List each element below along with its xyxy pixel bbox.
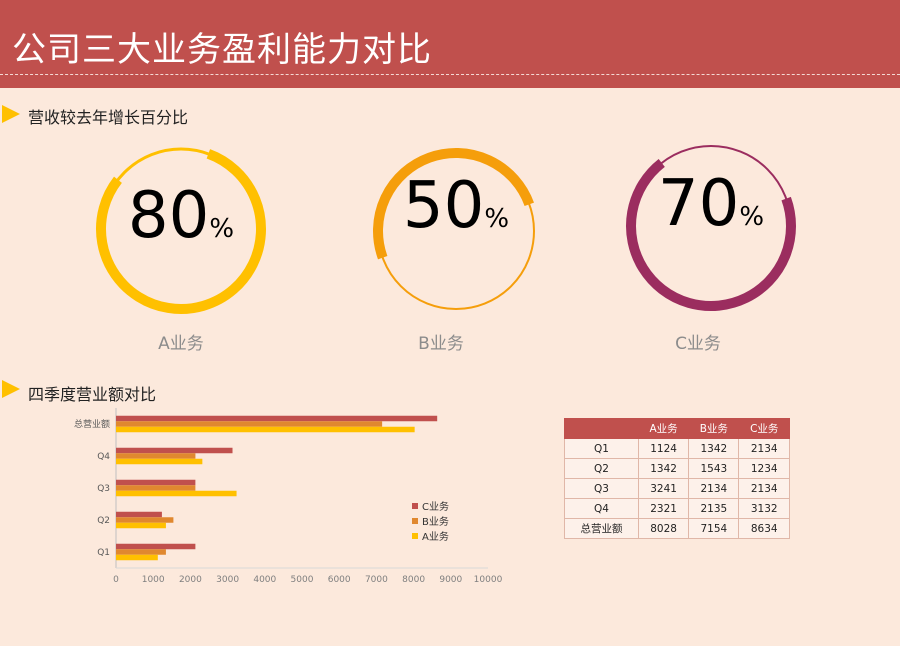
table-cell: 1342	[688, 438, 740, 459]
bar	[116, 447, 233, 454]
table-cell: 7154	[688, 518, 740, 539]
section-title-growth: 营收较去年增长百分比	[28, 108, 189, 127]
x-tick-label: 1000	[142, 575, 165, 585]
bar	[116, 511, 162, 518]
table-row: Q2 1342 1543 1234	[564, 458, 790, 479]
y-tick-label: Q2	[97, 516, 110, 526]
x-tick-label: 5000	[291, 575, 314, 585]
bar	[116, 426, 415, 433]
section-marker-icon	[2, 380, 20, 398]
bar	[116, 415, 438, 422]
legend-label: A业务	[422, 532, 449, 543]
bar	[116, 485, 196, 491]
section-title-quarterly: 四季度营业额对比	[28, 385, 157, 404]
table-cell: Q4	[564, 498, 639, 519]
ring-progress-arc	[373, 148, 534, 260]
table-cell: 1124	[637, 438, 690, 459]
legend-item: C业务	[412, 498, 449, 513]
table-cell: 1234	[738, 458, 790, 479]
ring-gauge-c-svg	[626, 145, 796, 311]
x-tick-label: 0	[113, 575, 119, 585]
ring-value-b: 50%	[402, 169, 510, 243]
table-cell: 2134	[738, 438, 790, 459]
bar	[116, 549, 166, 555]
legend-label: C业务	[422, 502, 449, 513]
table-cell: 3132	[738, 498, 790, 519]
ring-label-a: A业务	[158, 334, 204, 354]
ring-gauge-b: 50%	[368, 143, 544, 319]
bar	[116, 554, 158, 561]
ring-progress-arc	[626, 159, 796, 311]
x-tick-label: 2000	[179, 575, 202, 585]
x-tick-label: 6000	[328, 575, 351, 585]
table-cell: Q1	[564, 438, 639, 459]
table-cell: 总营业额	[564, 518, 639, 539]
bar	[116, 421, 383, 427]
ring-gauge-a-svg	[96, 147, 266, 314]
bar	[116, 490, 237, 497]
table-row: Q3 3241 2134 2134	[564, 478, 790, 499]
table-cell: 3241	[637, 478, 690, 499]
y-tick-label: Q3	[97, 484, 110, 494]
legend-swatch	[412, 502, 418, 509]
table-cell: 2135	[688, 498, 740, 519]
x-tick-label: 7000	[365, 575, 388, 585]
x-tick-label: 10000	[474, 575, 503, 585]
table-cell: 1342	[637, 458, 690, 479]
ring-label-b: B业务	[418, 334, 464, 354]
y-tick-label: Q1	[97, 548, 110, 558]
ring-gauge-a: 80%	[91, 139, 271, 319]
table-cell: Q3	[564, 478, 639, 499]
header-banner: 公司三大业务盈利能力对比	[0, 0, 900, 88]
ring-progress-arc	[96, 149, 266, 314]
table-cell: 8028	[637, 518, 690, 539]
chart-legend: C业务 B业务 A业务	[412, 498, 449, 543]
bar	[116, 453, 196, 459]
x-tick-label: 8000	[402, 575, 425, 585]
table-header-cell: B业务	[688, 418, 740, 439]
bar	[116, 517, 174, 523]
table-header-cell: C业务	[738, 418, 790, 439]
legend-swatch	[412, 532, 418, 539]
ring-value-c: 70%	[657, 167, 765, 241]
x-tick-label: 9000	[439, 575, 462, 585]
table-cell: 8634	[738, 518, 790, 539]
table-header-row: A业务 B业务 C业务	[564, 418, 790, 439]
table-row: 总营业额 8028 7154 8634	[564, 518, 790, 539]
x-tick-label: 4000	[253, 575, 276, 585]
ring-gauge-b-svg	[373, 148, 535, 310]
legend-item: B业务	[412, 513, 449, 528]
table-cell: 2134	[738, 478, 790, 499]
bar	[116, 543, 196, 550]
ring-gauge-c: 70%	[622, 143, 800, 313]
ring-value-a: 80%	[127, 179, 235, 253]
legend-label: B业务	[422, 517, 449, 528]
table-cell: 2321	[637, 498, 690, 519]
bar	[116, 458, 203, 465]
bar-chart: 0 1000 2000 3000 4000 5000 6000 7000 8000 9000 100…	[74, 408, 503, 585]
table-header-cell	[564, 418, 639, 439]
bar	[116, 522, 166, 529]
table-header-cell: A业务	[637, 418, 690, 439]
y-tick-label: 总营业额	[74, 418, 110, 430]
ring-label-c: C业务	[675, 334, 721, 354]
legend-item: A业务	[412, 528, 449, 543]
table-row: Q1 1124 1342 2134	[564, 438, 790, 459]
bar	[116, 479, 196, 486]
legend-swatch	[412, 517, 418, 524]
data-table: A业务 B业务 C业务 Q1 1124 1342 2134 Q2 1342 15…	[564, 418, 790, 539]
table-cell: Q2	[564, 458, 639, 479]
section-marker-icon	[2, 105, 20, 123]
x-tick-label: 3000	[216, 575, 239, 585]
table-cell: 1543	[688, 458, 740, 479]
header-divider	[0, 74, 900, 75]
y-tick-label: Q4	[97, 452, 110, 462]
table-row: Q4 2321 2135 3132	[564, 498, 790, 519]
table-cell: 2134	[688, 478, 740, 499]
page-title: 公司三大业务盈利能力对比	[12, 30, 432, 70]
